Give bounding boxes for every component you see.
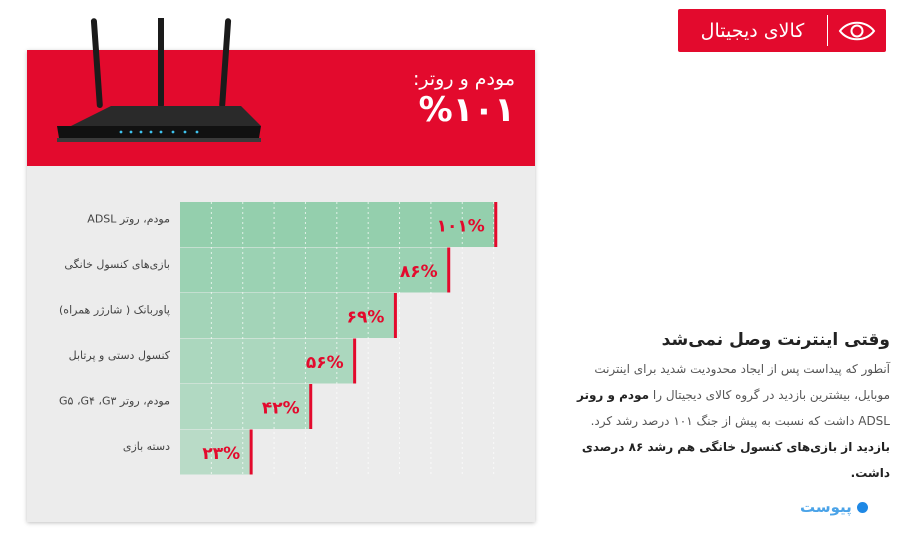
article-body: آنطور که پیداست پس از ایجاد محدودیت شدید… bbox=[560, 356, 890, 434]
category-label-3: کنسول دستی و پرتابل bbox=[69, 349, 171, 362]
eye-icon bbox=[828, 9, 886, 52]
value-label-1: ۸۶% bbox=[400, 262, 438, 282]
category-label-5: دسته بازی bbox=[123, 440, 170, 453]
bar-marker-5 bbox=[249, 429, 253, 475]
source-logo[interactable]: پیوست bbox=[800, 498, 868, 516]
value-label-5: ۲۳% bbox=[202, 444, 240, 464]
bar-2 bbox=[180, 293, 397, 338]
bar-4 bbox=[180, 384, 312, 429]
bar-marker-4 bbox=[309, 384, 313, 429]
article-title: وقتی اینترنت وصل نمی‌شد bbox=[661, 330, 890, 350]
source-dot-icon bbox=[856, 501, 868, 513]
value-label-3: ۵۶% bbox=[306, 353, 344, 373]
bar-marker-2 bbox=[393, 293, 397, 338]
bar-5 bbox=[180, 429, 253, 475]
article: وقتی اینترنت وصل نمی‌شد آنطور که پیداست … bbox=[560, 330, 890, 486]
header-value: %۱۰۱ bbox=[418, 90, 515, 130]
badge-label: کالای دیجیتال bbox=[700, 19, 805, 42]
value-label-2: ۶۹% bbox=[347, 308, 385, 328]
router-image bbox=[57, 18, 261, 142]
article-body-strong: مودم و روتر bbox=[576, 388, 650, 402]
category-label-2: پاوربانک ( شارژر همراه) bbox=[59, 304, 170, 317]
article-body-1: آنطور که پیداست پس از ایجاد محدودیت شدید… bbox=[594, 362, 890, 402]
bar-3 bbox=[180, 338, 356, 384]
value-label-0: ۱۰۱% bbox=[437, 217, 485, 237]
value-label-4: ۴۲% bbox=[262, 399, 300, 419]
bar-chart: ۱۰۱% مودم، روتر ADSL ۸۶% بازی‌های کنسول خان… bbox=[59, 202, 498, 475]
category-badge[interactable]: کالای دیجیتال bbox=[678, 9, 886, 52]
bar-marker-0 bbox=[494, 202, 498, 247]
category-label-4: مودم، روتر G۵ ،G۴ ،G۳ bbox=[59, 395, 170, 408]
bar-1 bbox=[180, 247, 450, 293]
bar-marker-1 bbox=[447, 247, 451, 293]
article-body-2: ADSL داشت که نسبت به پیش از جنگ ۱۰۱ درصد… bbox=[590, 414, 890, 428]
category-label-0: مودم، روتر ADSL bbox=[87, 213, 170, 226]
bar-marker-3 bbox=[353, 338, 357, 384]
bar-0 bbox=[180, 202, 497, 247]
article-note: بازدید از بازی‌های کنسول خانگی هم رشد ۸۶… bbox=[581, 440, 890, 480]
badge-divider bbox=[827, 15, 828, 46]
header-title: مودم و روتر: bbox=[413, 68, 515, 90]
chart-card: مودم و روتر: %۱۰۱ ۱۰۱% مودم، روتر ADSL ۸۶%… bbox=[27, 18, 535, 522]
source-label: پیوست bbox=[800, 498, 852, 516]
category-label-1: بازی‌های کنسول خانگی bbox=[64, 258, 170, 271]
